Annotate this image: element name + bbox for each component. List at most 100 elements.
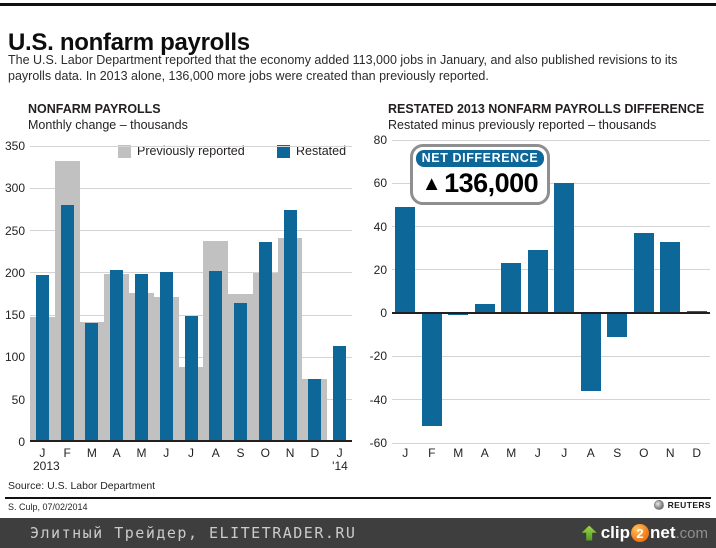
- clip2net-2-badge: 2: [630, 524, 649, 542]
- y-tick-label: 300: [4, 181, 25, 196]
- left-chart-subtitle: Monthly change – thousands: [28, 118, 188, 132]
- y-tick-label: 0: [18, 435, 25, 449]
- difference-bar: [501, 263, 522, 314]
- clip2net-logo[interactable]: clip 2 net .com: [581, 523, 708, 543]
- y-tick-label: -40: [369, 392, 387, 407]
- legend-label-previously-reported: Previously reported: [137, 144, 245, 158]
- x-tick-label: S: [236, 446, 245, 460]
- bar-restated: [110, 270, 124, 442]
- x-tick-label: M: [86, 446, 97, 460]
- zero-line: [392, 312, 710, 315]
- bar-restated: [35, 275, 49, 442]
- y-tick-label: 100: [4, 350, 25, 365]
- x-tick-label: M: [453, 446, 464, 460]
- x-tick-label: J: [534, 446, 541, 460]
- gridline: [392, 226, 710, 228]
- x-tick-label: M: [506, 446, 517, 460]
- x-tick-label: J: [188, 446, 194, 460]
- difference-bar: [527, 250, 548, 314]
- left-chart-y-axis: 350 300 250 200 150 100 50 0: [0, 139, 27, 449]
- right-chart-title: RESTATED 2013 NONFARM PAYROLLS DIFFERENC…: [388, 102, 705, 116]
- year-label-2013: 2013: [33, 459, 60, 473]
- gridline: [392, 182, 710, 184]
- intro-line-1: The U.S. Labor Department reported that …: [8, 53, 678, 67]
- gridline: [30, 272, 352, 274]
- gridline: [30, 187, 352, 189]
- intro-text: The U.S. Labor Department reported that …: [8, 53, 712, 84]
- bar-restated: [258, 241, 272, 442]
- x-tick-label: N: [285, 446, 295, 460]
- reuters-wordmark: REUTERS: [667, 500, 711, 510]
- difference-bar: [474, 304, 495, 314]
- right-chart-subtitle: Restated minus previously reported – tho…: [388, 118, 657, 132]
- difference-bar: [660, 241, 681, 314]
- legend-swatch-blue: [277, 144, 290, 158]
- net-difference-label: NET DIFFERENCE: [416, 150, 544, 167]
- reuters-logo: REUTERS: [653, 500, 711, 510]
- intro-line-2: payrolls data. In 2013 alone, 136,000 mo…: [8, 68, 489, 83]
- net-difference-value-row: ▲ 136,000: [416, 167, 544, 199]
- x-tick-label: F: [63, 446, 71, 460]
- gridline: [392, 399, 710, 401]
- credit-text: S. Culp, 07/02/2014: [8, 502, 88, 512]
- x-tick-label: J: [561, 446, 568, 460]
- legend-swatch-gray: [118, 144, 131, 158]
- bar-restated: [308, 378, 322, 442]
- difference-bar: [448, 313, 469, 316]
- footer-rule: [5, 497, 711, 499]
- bar-restated: [85, 322, 99, 442]
- x-tick-label: D: [692, 446, 702, 460]
- bar-restated: [60, 205, 74, 442]
- gridline: [30, 314, 352, 316]
- difference-bar: [633, 233, 654, 314]
- y-tick-label: 150: [4, 308, 25, 323]
- difference-bar: [686, 310, 707, 314]
- bar-restated: [184, 316, 198, 442]
- right-chart-y-axis: 80 60 40 20 0 -20 -40 -60: [352, 133, 389, 450]
- up-arrow-icon: ▲: [421, 173, 442, 195]
- x-tick-label: A: [480, 446, 489, 460]
- y-tick-label: 200: [4, 265, 25, 280]
- x-tick-label: J: [39, 446, 46, 460]
- legend-item-previously-reported: Previously reported: [118, 144, 245, 158]
- clip2net-com-text: .com: [675, 524, 708, 542]
- difference-bar: [607, 313, 628, 337]
- x-tick-label: O: [639, 446, 649, 460]
- legend-item-restated: Restated: [277, 144, 346, 158]
- bar-restated: [234, 303, 248, 442]
- y-tick-label: 80: [373, 133, 387, 147]
- bottom-banner: Элитный Трейдер, ELITETRADER.RU clip 2 n…: [0, 518, 716, 548]
- difference-bar: [395, 207, 416, 314]
- gridline: [392, 442, 710, 444]
- x-tick-label: J: [163, 446, 170, 460]
- gridline: [30, 145, 352, 147]
- upload-arrow-icon: [581, 525, 597, 541]
- x-tick-label: A: [586, 446, 595, 460]
- net-difference-value: 136,000: [444, 168, 539, 198]
- x-tick-label: F: [428, 446, 436, 460]
- banner-text[interactable]: Элитный Трейдер, ELITETRADER.RU: [30, 524, 357, 542]
- y-tick-label: 40: [373, 219, 387, 234]
- y-tick-label: 0: [380, 306, 387, 321]
- x-tick-label: J: [402, 446, 409, 460]
- y-tick-label: 250: [4, 223, 25, 238]
- left-chart-plot-area: [30, 145, 352, 442]
- x-tick-label: S: [613, 446, 622, 460]
- net-difference-callout: NET DIFFERENCE ▲ 136,000: [410, 144, 550, 205]
- y-tick-label: 50: [11, 392, 25, 407]
- difference-bar: [580, 313, 601, 392]
- gridline: [392, 139, 710, 141]
- x-tick-label: D: [310, 446, 320, 460]
- bar-restated: [159, 272, 173, 442]
- left-chart-title: NONFARM PAYROLLS: [28, 102, 161, 116]
- gridline: [392, 269, 710, 271]
- source-text: Source: U.S. Labor Department: [8, 480, 156, 492]
- y-tick-label: 350: [4, 139, 25, 153]
- y-tick-label: -20: [369, 349, 387, 364]
- y-tick-label: 20: [373, 262, 387, 277]
- gridline: [392, 355, 710, 357]
- x-tick-label: A: [112, 446, 121, 460]
- x-tick-label: A: [211, 446, 220, 460]
